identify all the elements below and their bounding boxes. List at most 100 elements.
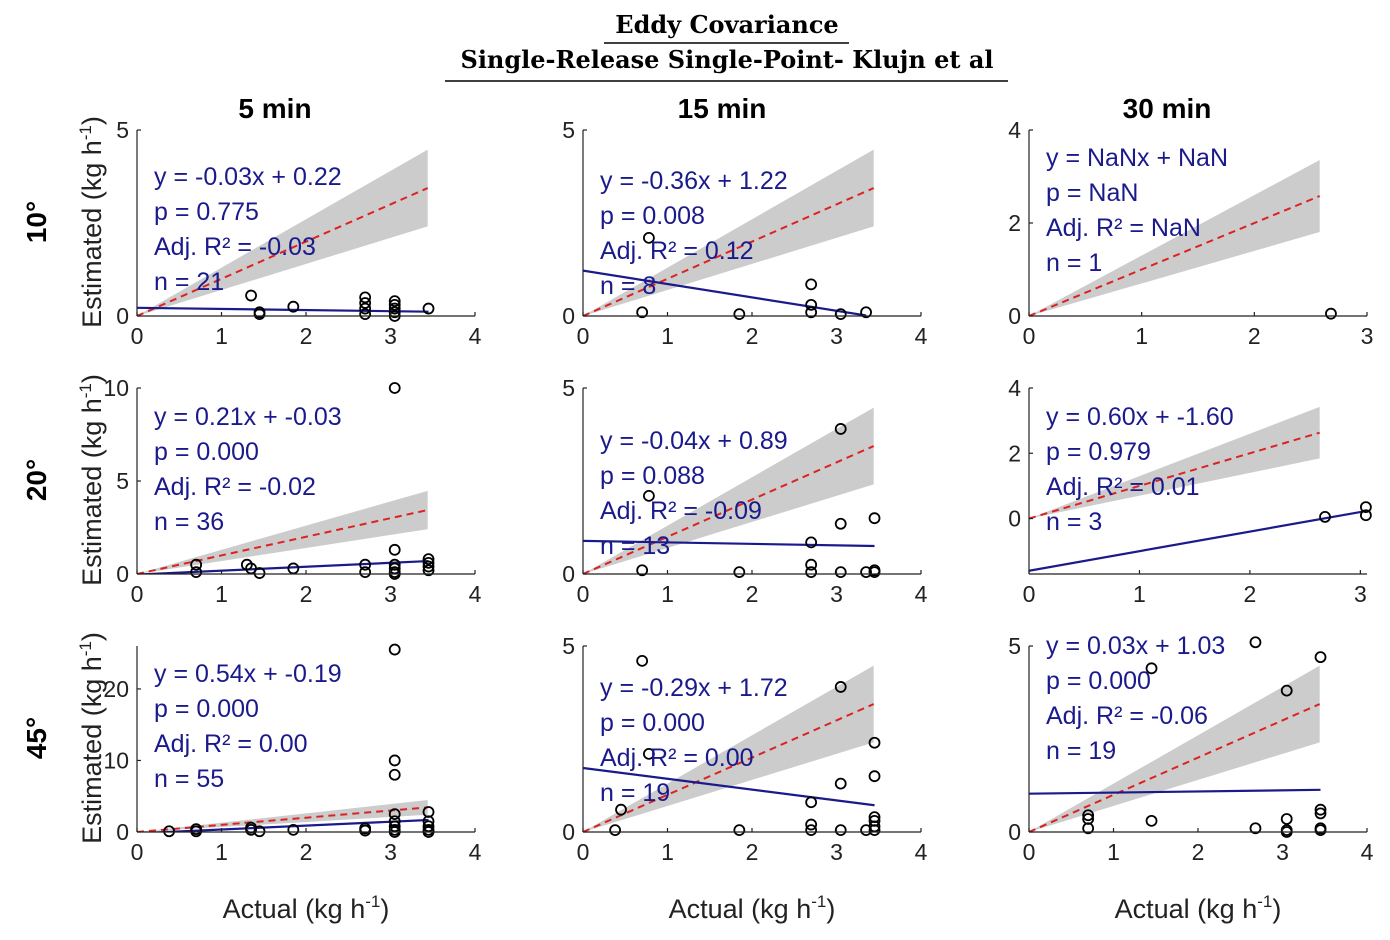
data-point [1319,510,1331,523]
x-tick-label: 0 [1023,839,1036,865]
data-point [834,824,847,837]
data-point [422,556,435,569]
plot-area [583,665,875,832]
annotation-line: Adj. R² = -0.02 [154,473,316,501]
x-tick-label: 2 [1244,581,1257,607]
x-tick-label: 2 [300,323,313,349]
one-to-one-line [1029,431,1320,520]
data-point [1359,509,1372,522]
data-point [805,824,818,837]
data-point [359,308,372,321]
annotation-line: p = 0.000 [154,695,259,723]
data-point [359,566,372,579]
data-point [636,306,649,319]
data-point [1145,662,1158,675]
x-tick-label: 2 [1248,323,1261,349]
panel-r2-c3: 0 1 2 3 0 2 4 y = 0.60x + -1.60 p = 0.979 Adj. R²… [1008,375,1372,607]
annotation-line: p = 0.000 [154,438,259,466]
data-point [388,302,401,315]
col-title-5min: 5 min [238,93,311,124]
x-tick-label: 0 [577,839,590,865]
panel-r3-c1: 0 1 2 3 4 0 10 20 y = 0.54x + -0.19 p = 0.000 Adj.… [103,643,482,865]
plot-area [1029,665,1321,832]
uncertainty-band [137,490,428,574]
one-to-one-line [137,187,429,316]
data-point [733,824,746,837]
x-tick-label: 3 [384,581,397,607]
fit-line [137,559,429,574]
x-tick-label: 2 [1192,839,1205,865]
data-point [868,824,881,837]
x-tick-label: 2 [746,581,759,607]
data-point [359,558,372,571]
data-point [805,298,818,311]
data-point [1082,822,1095,835]
data-point [1249,822,1262,835]
figure-title-line2: Single-Release Single-Point- Klujn et al [460,45,993,74]
annotation-line: y = 0.60x + -1.60 [1046,403,1234,431]
xlabel-col-1: Actual (kg h-1) [223,892,390,924]
y-tick-label: 0 [116,303,129,329]
x-tick-label: 3 [1361,323,1374,349]
data-point [1249,636,1262,649]
figure-title-line1: Eddy Covariance [615,10,838,39]
y-tick-label: 2 [1008,210,1021,236]
annotation-line: y = -0.04x + 0.89 [600,427,788,455]
annotation-line: n = 1 [1046,249,1102,277]
y-tick-label: 0 [562,303,575,329]
data-point [245,823,257,836]
x-tick-label: 1 [661,323,674,349]
annotation-line: y = NaNx + NaN [1046,144,1228,172]
data-point [422,564,435,577]
data-point [805,306,818,319]
data-point [834,423,847,435]
annotation-line: y = 0.03x + 1.03 [1046,632,1225,660]
annotation-line: n = 55 [154,765,224,793]
annotation-line: n = 21 [154,268,224,296]
data-point [860,566,872,579]
y-tick-label: 5 [562,117,575,143]
data-point [805,796,818,809]
plot-area [137,490,429,574]
uncertainty-band [583,407,874,574]
xlabel-col-3: Actual (kg h-1) [1115,892,1282,924]
annotation-line: p = 0.775 [154,198,259,226]
x-tick-label: 2 [300,839,313,865]
data-point [190,566,203,579]
y-tick-label: 5 [562,633,575,659]
data-point [388,820,401,833]
panel-r1-c3: 0 1 2 3 0 2 4 y = NaNx + NaN p = NaN Adj. R² = Na… [1008,117,1373,349]
data-point [805,558,818,571]
x-tick-label: 1 [215,581,228,607]
data-point [834,517,847,530]
row-title-10deg: 10° [21,201,52,243]
plot-area [137,149,429,316]
data-point [422,553,435,566]
x-tick-label: 1 [1107,839,1120,865]
x-tick-label: 0 [131,581,144,607]
annotation-line: Adj. R² = 0.00 [154,730,308,758]
data-point [422,820,435,833]
row-title-20deg: 20° [21,459,52,501]
x-tick-label: 0 [577,323,590,349]
one-to-one-line [137,509,428,574]
annotation-line: y = 0.54x + -0.19 [154,660,342,688]
fit-line [142,818,429,832]
x-tick-label: 3 [384,839,397,865]
annotation-line: n = 36 [154,508,224,536]
annotation-line: n = 13 [600,532,670,560]
plot-area [1029,406,1367,572]
data-point [1359,501,1372,514]
data-point [643,231,655,244]
y-tick-label: 5 [562,375,575,401]
data-point [388,295,401,308]
annotation-line: y = -0.36x + 1.22 [600,167,788,195]
col-title-15min: 15 min [678,93,767,124]
x-tick-label: 4 [915,839,928,865]
annotation-line: Adj. R² = 0.12 [600,237,754,265]
x-tick-label: 1 [661,839,674,865]
y-tick-label: 0 [562,561,575,587]
x-tick-label: 3 [830,323,843,349]
data-point [359,302,372,315]
data-point [422,302,435,315]
